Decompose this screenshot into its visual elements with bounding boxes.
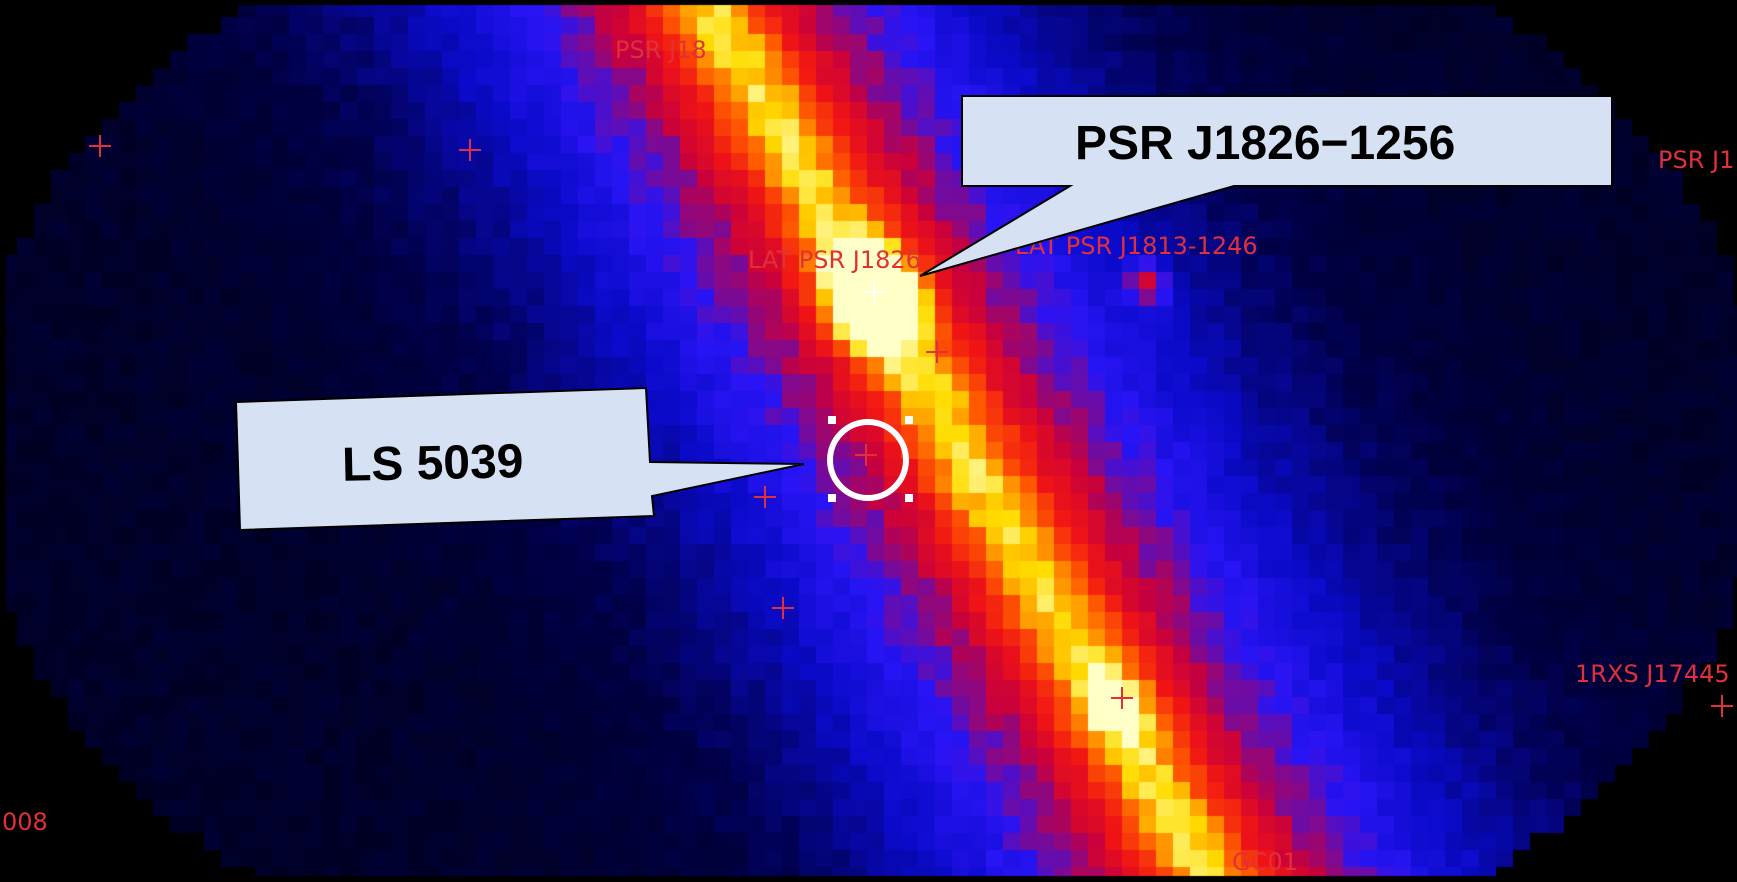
binary-callout-box bbox=[234, 386, 805, 532]
pulsar-callout-label: PSR J1826−1256 bbox=[1075, 117, 1456, 170]
source-marker bbox=[459, 139, 481, 161]
source-marker bbox=[1111, 687, 1133, 709]
source-marker bbox=[754, 486, 776, 508]
pulsar-callout-box bbox=[919, 95, 1613, 277]
source-marker bbox=[926, 341, 948, 363]
source-label: 008 bbox=[2, 808, 48, 836]
target-region-circle bbox=[827, 416, 913, 502]
source-marker bbox=[863, 281, 885, 303]
source-label: GC01 bbox=[1232, 848, 1298, 876]
source-marker bbox=[1711, 695, 1733, 717]
binary-callout-label: LS 5039 bbox=[341, 435, 524, 492]
source-marker bbox=[855, 444, 877, 466]
source-marker bbox=[772, 597, 794, 619]
source-marker bbox=[89, 135, 111, 157]
source-label: 1RXS J17445 bbox=[1575, 660, 1730, 688]
source-label: PSR J18 bbox=[615, 36, 707, 64]
source-label: LAT PSR J1826 bbox=[748, 246, 921, 274]
source-label: PSR J1 bbox=[1658, 146, 1735, 174]
